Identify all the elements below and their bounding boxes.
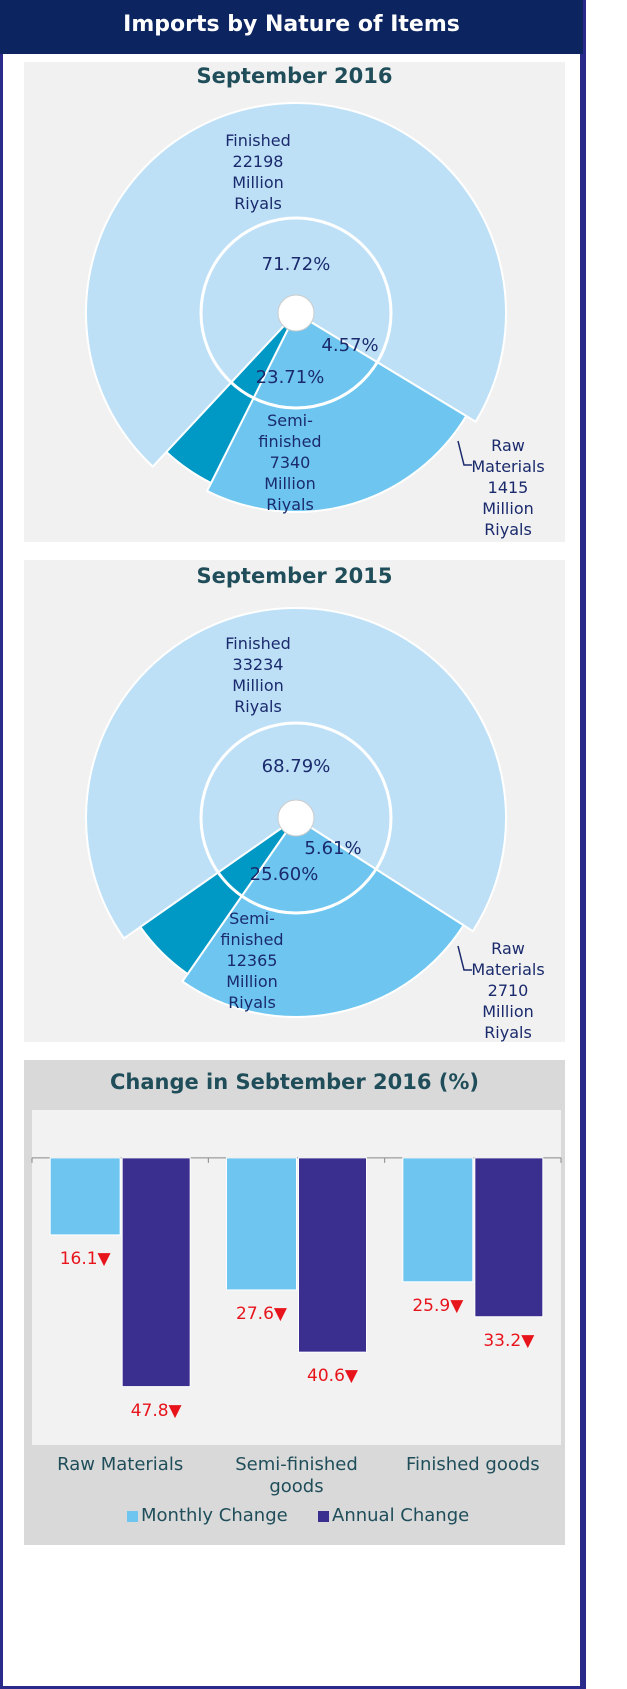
category-name: Semi-finished	[220, 909, 284, 949]
amount: 22198	[232, 152, 284, 171]
unit: Million Riyals	[264, 474, 316, 514]
percent-label: 23.71%	[255, 367, 325, 388]
header-title: Imports by Nature of Items	[123, 12, 460, 37]
amount: 33234	[232, 655, 284, 674]
unit: Million Riyals	[232, 676, 284, 716]
bar	[49, 1157, 121, 1236]
value-label: 47.8▼	[130, 1400, 182, 1421]
bar	[226, 1157, 297, 1291]
legend-swatch	[127, 1511, 138, 1522]
x-tick-label: Raw Materials	[57, 1454, 184, 1475]
leader-line	[457, 440, 472, 466]
unit: Million Riyals	[232, 173, 284, 213]
category-name: Raw Materials	[471, 436, 545, 476]
percent-label: 68.79%	[261, 756, 331, 777]
percent-label: 5.61%	[304, 838, 362, 859]
category-name: Semi-finished	[258, 411, 322, 451]
percent-label: 4.57%	[321, 335, 379, 356]
unit: Million Riyals	[226, 972, 278, 1012]
x-tick-label: Finished goods	[405, 1454, 540, 1475]
category-name: Finished	[225, 131, 291, 150]
pie-slice	[85, 607, 507, 940]
amount: 12365	[226, 951, 278, 970]
slice-label: Raw Materials 2710 Million Riyals	[463, 938, 553, 1043]
chart-title: September 2015	[196, 564, 393, 588]
category-name: Finished	[225, 634, 291, 653]
pie-slice	[165, 312, 297, 485]
value-label: 40.6▼	[307, 1366, 358, 1387]
pie-slice	[181, 816, 465, 1018]
x-tick-label: Semi-finished goods	[235, 1454, 358, 1497]
slice-label: Semi-finished 7340 Million Riyals	[245, 410, 335, 515]
chart-title: Change in Sebtember 2016 (%)	[109, 1070, 480, 1094]
percent-label: 71.72%	[261, 254, 331, 275]
bar	[402, 1157, 474, 1283]
value-label: 33.2▼	[483, 1330, 535, 1351]
value-label: 25.9▼	[412, 1295, 464, 1316]
hole	[277, 799, 315, 837]
slice-label: Finished 22198 Million Riyals	[213, 130, 303, 214]
inner-ring	[199, 721, 393, 915]
header-bar	[0, 0, 583, 54]
unit: Million Riyals	[482, 1002, 534, 1042]
slice-label: Finished 33234 Million Riyals	[213, 633, 303, 717]
leader-line	[457, 945, 472, 971]
value-label: 27.6▼	[236, 1303, 287, 1324]
chart-title: September 2016	[196, 64, 393, 88]
unit: Million Riyals	[482, 499, 534, 539]
amount: 2710	[487, 981, 529, 1000]
slice-label: Semi-finished 12365 Million Riyals	[207, 908, 297, 1013]
hole	[277, 294, 315, 332]
bar	[121, 1157, 191, 1388]
legend-label: Annual Change	[332, 1505, 470, 1526]
inner-ring	[199, 216, 393, 410]
amount: 1415	[487, 478, 529, 497]
amount: 7340	[269, 453, 311, 472]
slice-label: Raw Materials 1415 Million Riyals	[463, 435, 553, 540]
category-name: Raw Materials	[471, 939, 545, 979]
bar	[298, 1157, 367, 1353]
legend-label: Monthly Change	[141, 1505, 288, 1526]
value-label: 16.1▼	[59, 1248, 111, 1269]
bar	[474, 1157, 544, 1318]
pie-slice	[138, 817, 297, 976]
percent-label: 25.60%	[249, 864, 319, 885]
legend-swatch	[318, 1511, 329, 1522]
